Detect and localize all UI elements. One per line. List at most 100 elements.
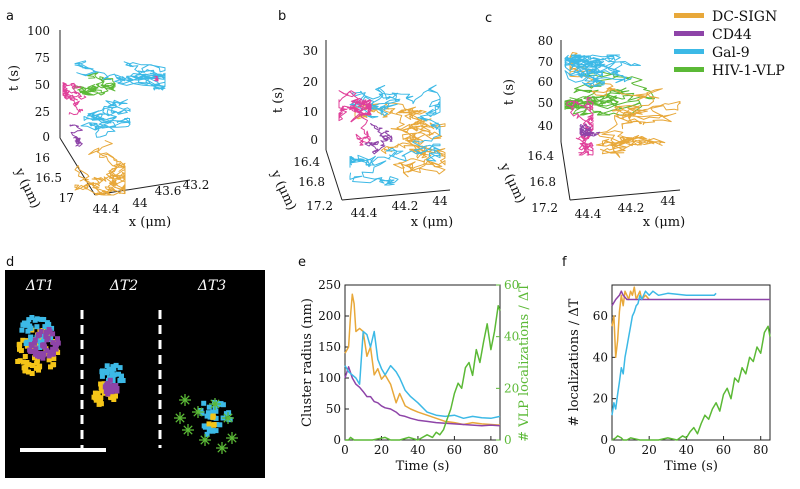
cluster-dot-cd44 [104, 382, 110, 388]
cluster-dot-gal9 [203, 423, 209, 429]
x-tick-label: 0 [341, 443, 349, 457]
cluster-dot-yellow [93, 397, 99, 403]
cluster-dot-yellow [46, 357, 52, 363]
cluster-dot-yellow [17, 346, 22, 352]
panel-c-x-axis [569, 189, 681, 201]
cluster-dot-cd44 [33, 346, 39, 352]
cluster-dot-yellow [22, 368, 28, 374]
trajectory-vlp [72, 72, 116, 96]
trajectory-cd44 [579, 123, 601, 138]
plot-frame [344, 284, 501, 441]
microscopy-clusters [15, 315, 238, 454]
cluster-dot-yellow [98, 385, 104, 391]
cluster-dot-gal9 [213, 428, 219, 434]
cluster-dot-gal9 [107, 375, 112, 381]
panel-a-z-tick: 50 [35, 78, 50, 92]
cluster-dot-gal9 [207, 414, 213, 420]
panel-c-x-tick: 44.2 [618, 201, 645, 215]
series-line-gal-9 [611, 290, 717, 416]
x-tick-label: 40 [410, 443, 425, 457]
cluster-dot-gal9 [213, 415, 219, 421]
cluster-dot-yellow [37, 363, 43, 369]
cluster-dot-gal9 [42, 324, 48, 330]
panel-c-z-tick: 80 [538, 34, 553, 48]
x-tick-label: 40 [679, 443, 694, 457]
cluster-dot-yellow [32, 355, 37, 361]
x-tick-label: 0 [608, 443, 616, 457]
y-tick-label: 60 [593, 309, 608, 323]
cluster-dot-gal9 [110, 364, 116, 370]
cluster-dot-yellow [26, 369, 31, 375]
cluster-dot-gal9 [201, 400, 207, 406]
cluster-dot-gal9 [113, 362, 119, 368]
panel-c-z-tick: 60 [538, 75, 553, 89]
cluster-dot-cd44 [108, 384, 114, 390]
cluster-dot-cd44 [35, 333, 41, 339]
trajectory-gal9 [80, 99, 131, 138]
cluster-dot-gal9 [109, 369, 115, 375]
y-right-tick-label: 60 [504, 278, 519, 292]
panel-b-x-tick: 44.2 [392, 199, 419, 213]
x-tick-label: 20 [642, 443, 657, 457]
microscopy-image [5, 270, 265, 478]
legend-entry-cd44: CD44 [674, 27, 752, 43]
cluster-dot-gal9 [213, 408, 219, 414]
trajectory-magenta [62, 82, 87, 116]
cluster-dot-gal9 [104, 370, 110, 376]
panel-b-z-tick: 30 [303, 44, 318, 58]
panel-a-z-tick: 25 [35, 105, 50, 119]
trajectory-gal9 [349, 84, 441, 186]
dt2-label: ΔT2 [109, 278, 138, 294]
cluster-dot-yellow [97, 400, 103, 406]
panel-c-z-tick: 70 [538, 55, 553, 69]
x-tick-label: 20 [374, 443, 389, 457]
cluster-dot-gal9 [41, 317, 47, 322]
cluster-dot-cd44 [50, 340, 56, 346]
trajectory-magenta [338, 90, 372, 146]
cluster-dot-yellow [48, 364, 53, 370]
panel-b-z-tick: 10 [303, 105, 318, 119]
cluster-dot-cd44 [35, 350, 40, 356]
panel-b-z-label: t (s) [271, 87, 286, 113]
cluster-dot-gal9 [37, 345, 43, 350]
cluster-dot-cd44 [43, 330, 49, 335]
legend-swatch [674, 67, 704, 72]
cluster-dot-yellow [92, 390, 98, 396]
panel-b-x-axis [341, 189, 451, 201]
vlp-marker [179, 394, 191, 406]
cluster-dot-yellow [51, 356, 57, 362]
panel-f: f 0 20 40 60 80 0 20 40 60 Time (s) # localization… [562, 255, 771, 474]
legend-label: HIV-1-VLP [712, 63, 785, 79]
legend-label: Gal-9 [712, 45, 750, 61]
cluster-dot-cd44 [32, 340, 37, 346]
cluster-dot-gal9 [23, 341, 29, 346]
panel-c-y-tick: 17.2 [531, 201, 558, 215]
vlp-marker [226, 432, 238, 444]
plot-frame [611, 284, 771, 441]
y-right-tick-label: 20 [504, 381, 519, 395]
y-right-tick-label: 0 [504, 433, 512, 447]
panel-a-y-tick: 16.5 [35, 171, 62, 185]
cluster-dot-gal9 [206, 404, 212, 410]
series-line-hiv-1-vlp [345, 304, 501, 441]
legend-swatch [674, 31, 704, 36]
legend-swatch [674, 49, 704, 54]
cluster-dot-gal9 [199, 410, 205, 416]
panel-b: b 30 20 10 0 t (s) 16.4 16.8 17.2 y (μm)… [267, 9, 453, 230]
y-tick-label: 200 [318, 309, 341, 323]
legend-label: DC-SIGN [712, 9, 777, 25]
cluster-dot-cd44 [50, 347, 56, 353]
vlp-marker [209, 398, 221, 410]
cluster-dot-yellow [211, 422, 217, 428]
panel-a-y-tick: 16 [35, 151, 50, 165]
cluster-dot-gal9 [198, 408, 204, 413]
cluster-dot-cd44 [46, 353, 52, 359]
y-axis-label: # localizations / ΔT [567, 298, 582, 426]
cluster-dot-gal9 [30, 338, 36, 343]
vlp-marker [174, 412, 186, 424]
cluster-dot-gal9 [120, 378, 126, 383]
cluster-dot-gal9 [207, 425, 213, 431]
cluster-dot-cd44 [40, 355, 46, 361]
cluster-dot-yellow [24, 360, 30, 365]
